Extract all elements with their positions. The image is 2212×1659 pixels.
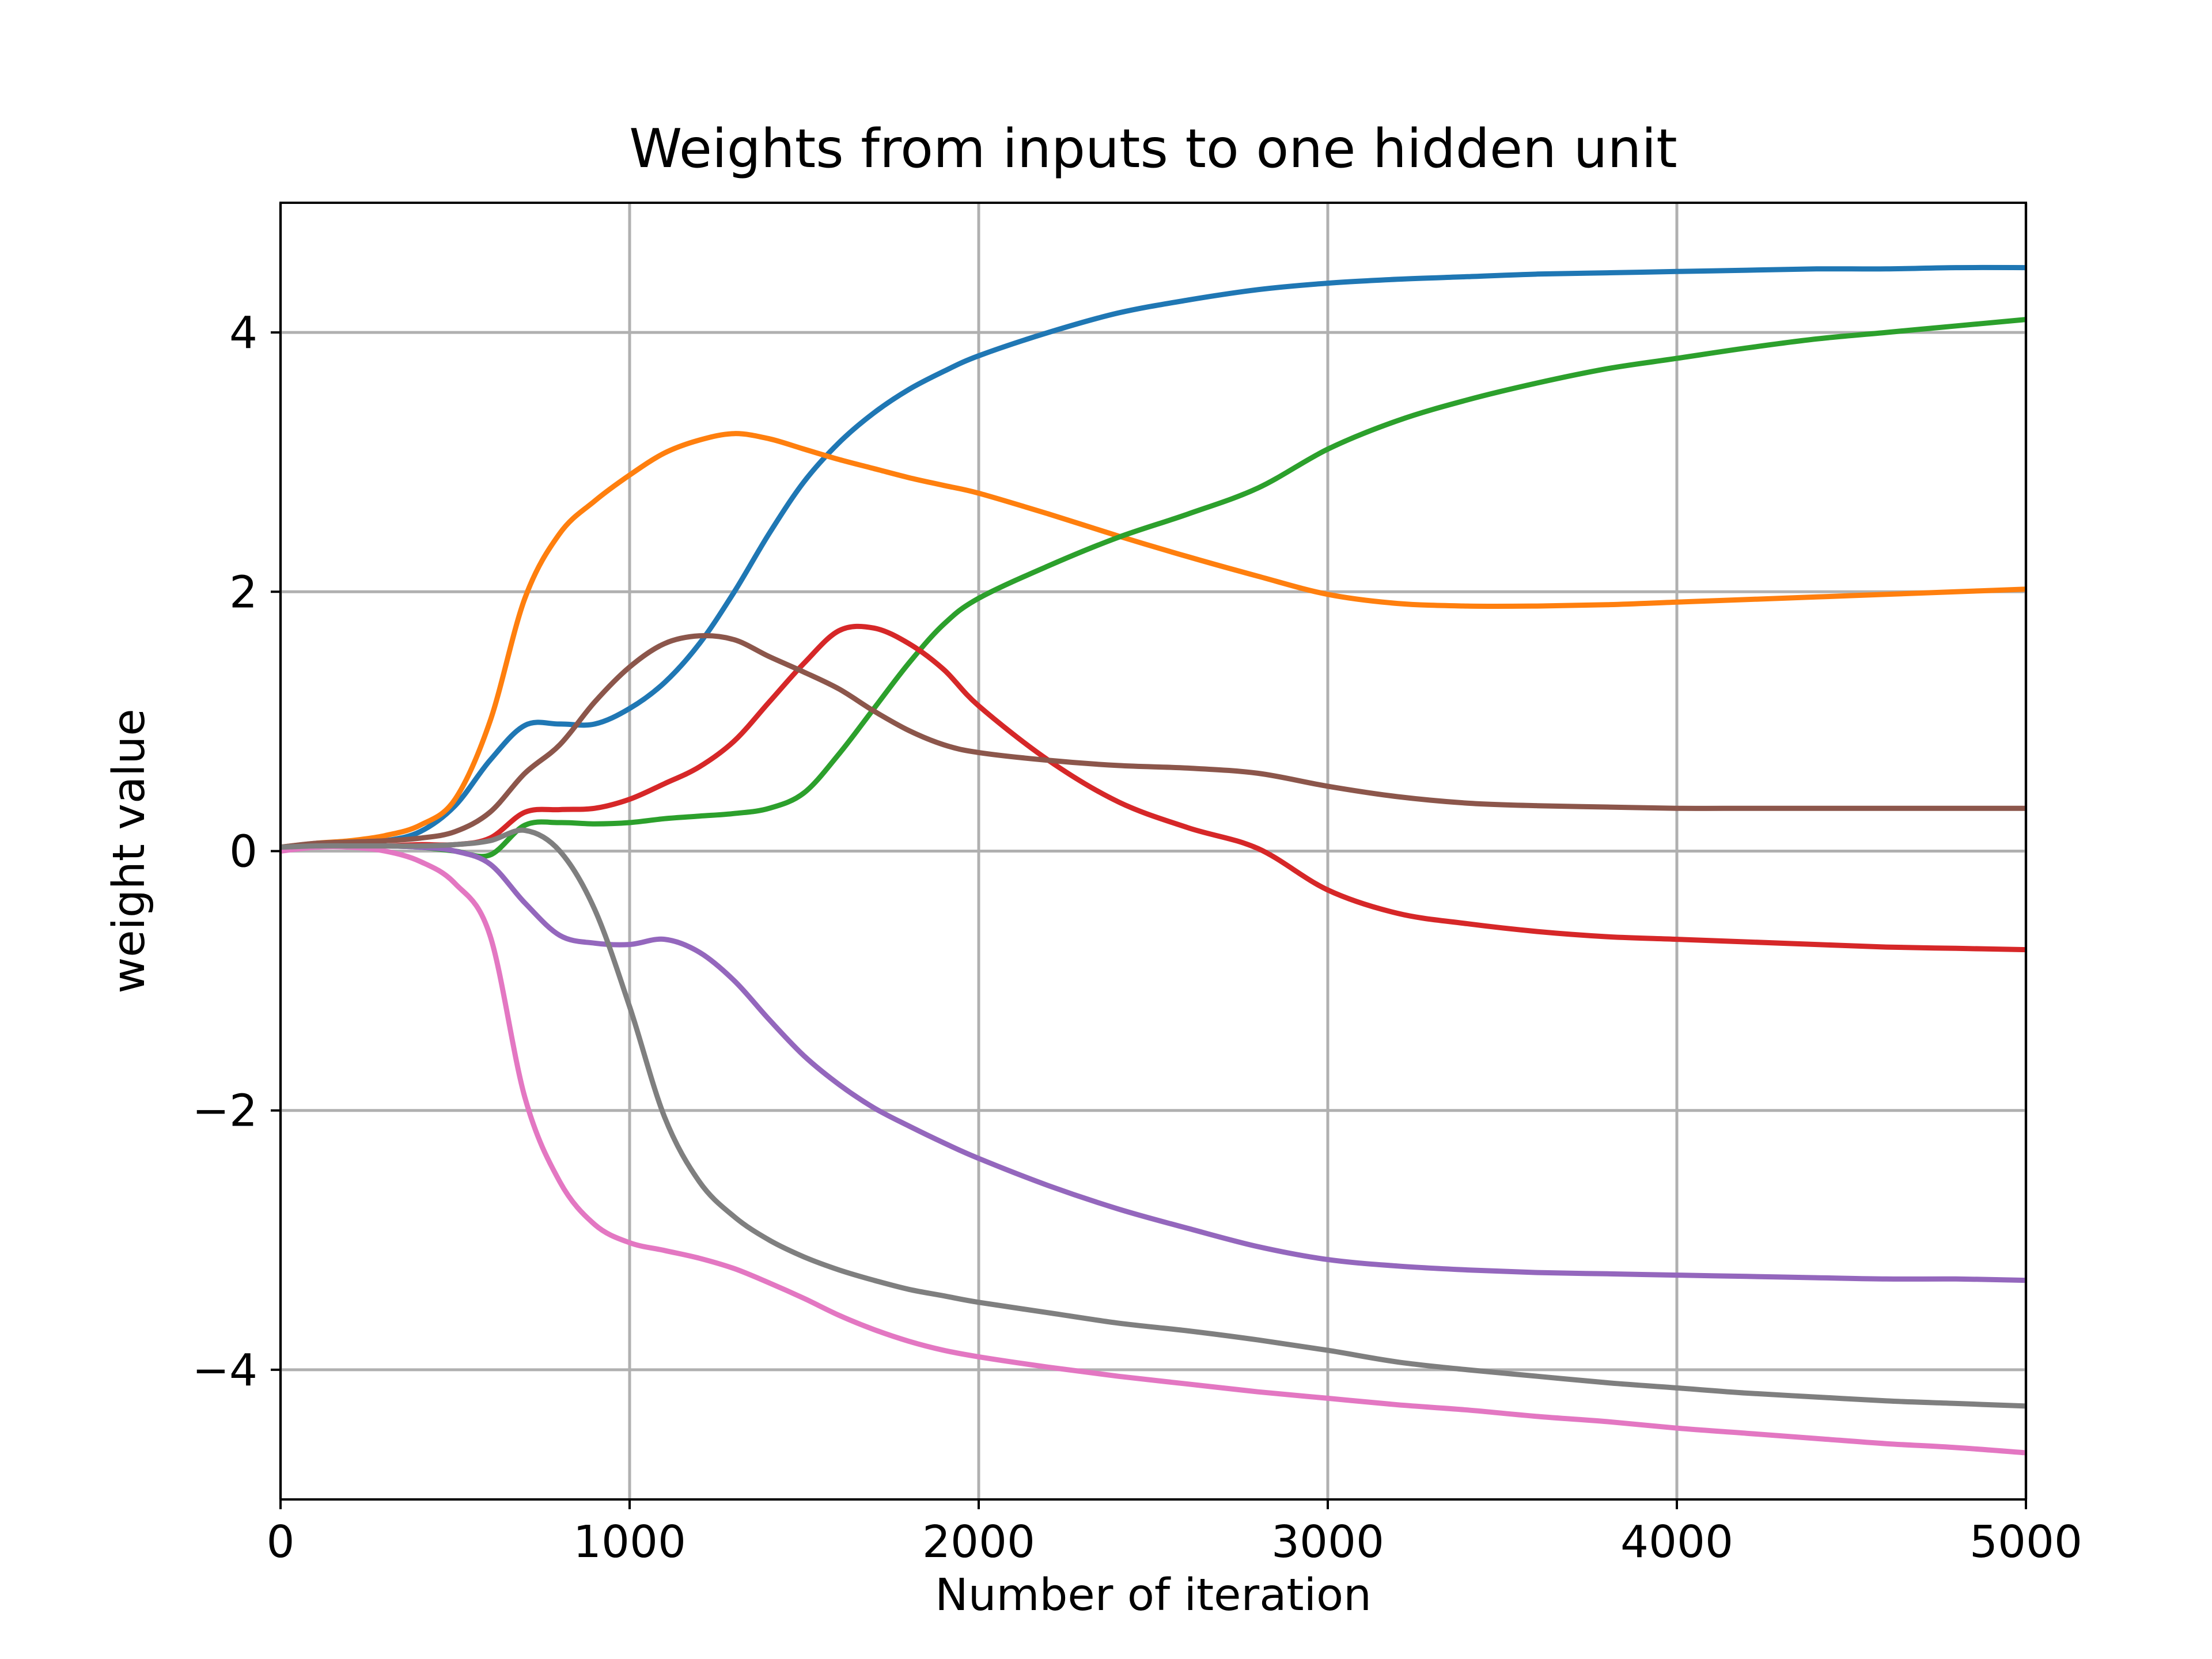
x-tick-label: 4000 — [1620, 1517, 1733, 1568]
y-tick-label: −4 — [192, 1345, 257, 1396]
y-axis-label: weight value — [104, 709, 155, 993]
y-tick-label: −2 — [192, 1086, 257, 1137]
y-tick-label: 4 — [229, 308, 257, 359]
x-tick-label: 5000 — [1969, 1517, 2082, 1568]
x-tick-label: 2000 — [922, 1517, 1035, 1568]
series-line-6 — [280, 633, 2026, 850]
x-tick-label: 3000 — [1271, 1517, 1384, 1568]
axis-ticks: 0 1000 2000 3000 4000 5000 −4 −2 0 2 4 — [192, 308, 2082, 1568]
y-tick-label: 2 — [229, 567, 257, 618]
x-tick-label: 1000 — [573, 1517, 686, 1568]
series-lines — [280, 264, 2027, 1456]
x-tick-label: 0 — [267, 1517, 295, 1568]
series-line-4 — [280, 623, 2027, 953]
x-axis-label: Number of iteration — [935, 1570, 1372, 1621]
y-tick-label: 0 — [229, 827, 257, 878]
series-line-5 — [280, 843, 2027, 1283]
chart-title: Weights from inputs to one hidden unit — [629, 118, 1677, 180]
series-line-7 — [280, 844, 2027, 1456]
series-line-2 — [280, 431, 2027, 850]
series-line-8 — [280, 827, 2027, 1409]
series-line-1 — [280, 264, 2027, 850]
